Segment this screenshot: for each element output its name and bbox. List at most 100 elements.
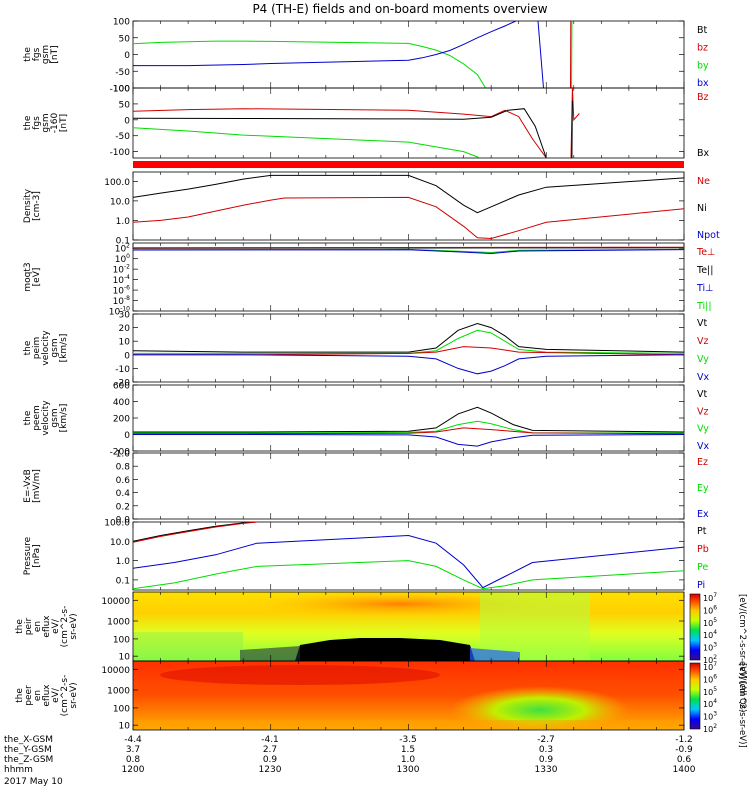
legend-entry: Ez [697,457,708,468]
ephemeris-value: 0.6 [677,755,692,765]
ephemeris-row-label: the_Y-GSM [4,745,52,755]
panel-6: 600 400 200 0 -200 the peem velocity gsm [km/s] Vt… [23,382,709,458]
y-tick-label: -200 [110,448,131,458]
y-tick-label: 0.0 [116,516,131,526]
y-axis-label: the [23,340,33,355]
colorbar-tick-label: 107 [703,592,717,603]
legend-entry: by [697,60,709,71]
y-axis-label: sr-eV) [69,682,79,708]
colorbar-tick-label: 106 [703,673,717,684]
ephemeris-value: 0.3 [539,745,553,755]
y-axis-label: en [33,690,43,701]
figure-title: P4 (TH-E) fields and on-board moments ov… [252,2,547,16]
legend-entry: bx [697,78,709,89]
y-axis-label: peem [32,405,42,431]
y-tick-label: 10 [119,653,131,663]
y-axis-label: peir [24,617,34,635]
ephemeris-value: -0.9 [675,745,693,755]
ephemeris-value: 0.8 [126,755,141,765]
y-tick-label: 0 [124,51,130,61]
legend-entry: Vz [697,336,709,347]
panel-frame [132,384,685,452]
panel-8: 100.0 10.0 1.0 0.1 Pressure [nPa] Pt Pb Pe Pi [23,519,709,592]
ephemeris-table: the_X-GSM -4.4 -4.1 -3.5 -2.7 -1.2 the_Y-GSM 3.… [4,735,696,775]
colorbar-tick-label: 103 [703,711,717,722]
electron-spectrogram [133,661,684,730]
legend-entry: Vy [697,354,709,365]
y-axis-label: [mV/m] [32,469,42,503]
legend-entry: bz [697,43,708,54]
y-axis-label: moqt3 [23,262,33,291]
series-line-Pe [133,560,684,590]
y-axis-label: Pressure [23,536,33,575]
date-label: 2017 May 10 [4,777,63,787]
y-tick-label: 0 [124,431,130,441]
y-axis-label: [eV] [32,268,42,287]
ephemeris-row-label: hhmm [4,765,33,775]
series-line-Ti⊥ [133,249,684,255]
y-axis-label: the [23,115,33,130]
panel-2: 100 50 0 -50 -100 the fgs gsm -160 [nT] Bz Bx [23,85,710,160]
y-axis-label: peer [24,685,34,706]
ephemeris-value: -2.7 [537,735,555,745]
legend-entry: Te|| [696,265,713,276]
series-line-bx [133,21,517,67]
colorbar-tick-label: 104 [703,629,717,640]
ephemeris-value: 1.5 [401,745,415,755]
ephemeris-value: 1330 [535,765,558,775]
y-axis-label: E=-VxB [23,469,33,503]
y-tick-label: 1.0 [116,450,131,460]
legend-entry: Ex [697,509,709,520]
y-tick-label: 1.0 [116,217,131,227]
ephemeris-value: -1.2 [675,735,693,745]
y-tick-label: 100 [113,18,130,28]
panel-3: 100.0 10.0 1.0 0.1 Density [cm-3] Ne Ni Npot [23,171,720,247]
panel-frame [132,87,685,159]
colorbar-tick-label: 102 [703,723,717,734]
colorbar-tick-label: 102 [703,654,717,665]
panel-5: 30 20 10 0 -10 -20 the peim velocity gsm [km/s] Vt V… [23,311,709,389]
y-tick-label: 600 [113,382,130,392]
y-tick-label: 0.1 [116,576,130,586]
y-tick-label: 200 [113,415,130,425]
y-axis-label: eV/ [51,618,61,634]
y-tick-label: 0.1 [116,237,130,247]
y-tick-label: 30 [119,311,131,321]
y-axis-label: [cm-3] [32,191,42,221]
y-axis-label: eflux [42,684,52,707]
panel-10: 10000 1000 100 10 the peer en eflux eV/(cm^2-s-s… [15,660,685,732]
series-line-Pi [133,534,684,589]
series-line-Vx [133,354,684,375]
y-tick-label: -100 [110,148,131,158]
y-tick-label: 10 [119,722,131,732]
colorbar-tick-label: 103 [703,642,717,653]
series-line-Vt [133,322,684,353]
legend-entry: Vz [697,406,709,417]
panel-frame [132,242,685,312]
panel-frame [132,313,685,383]
y-axis-label: [nPa] [32,544,42,567]
y-axis-label: (cm^2-s- [60,675,70,717]
y-tick-label: -20 [115,379,130,389]
ephemeris-value: -4.4 [124,735,142,745]
panel-7: 1.0 0.8 0.6 0.4 0.2 0.0 E=-VxB [mV/m] Ez Ey Ex [23,450,709,526]
series-line-Bx [571,100,573,158]
series-line-bx [537,21,544,88]
series-line-Vz [133,427,684,435]
y-tick-label: 50 [119,100,131,110]
y-tick-label: -50 [115,68,130,78]
y-axis-label: gsm [41,45,51,64]
ephemeris-value: 3.7 [126,745,140,755]
legend-entry: Ey [697,483,709,494]
y-tick-label: 0.2 [116,502,130,512]
legend-entry: Pt [697,526,707,537]
y-tick-label: 400 [113,398,130,408]
legend-entry: Ti⊥ [696,283,713,294]
series-line-Bx [133,108,547,158]
series-line-Vy [133,329,684,354]
legend-entry: Vy [697,424,709,435]
colorbar-tick-label: 105 [703,617,717,628]
y-axis-label: sr-eV) [69,613,79,639]
ephemeris-value: 1.0 [401,755,416,765]
